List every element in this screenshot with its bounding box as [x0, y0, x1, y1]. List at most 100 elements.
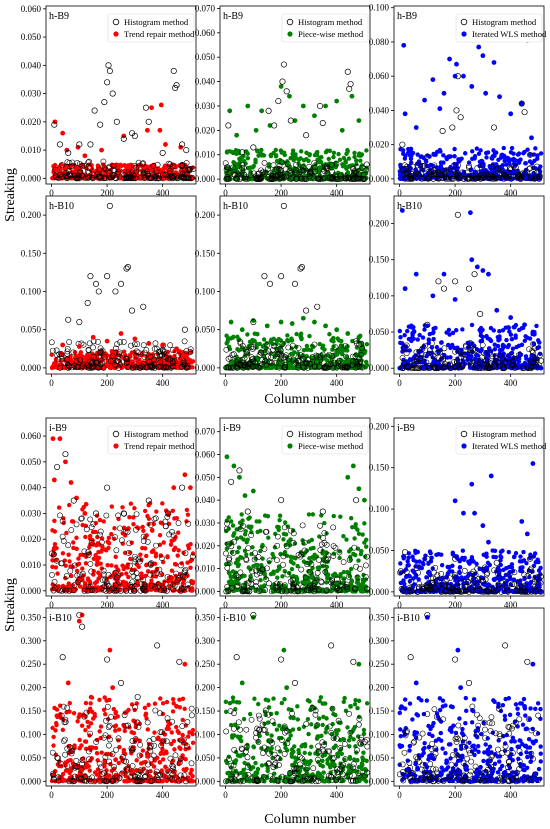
open-point — [164, 364, 171, 371]
open-point — [534, 163, 540, 170]
filled-point — [87, 544, 92, 550]
filled-point — [237, 160, 242, 166]
open-point — [166, 168, 173, 175]
open-point — [101, 354, 108, 361]
open-point — [314, 175, 321, 182]
filled-point — [254, 331, 260, 337]
filled-point — [238, 555, 243, 560]
filled-point — [239, 522, 244, 527]
open-point — [419, 162, 426, 169]
open-point — [354, 175, 361, 181]
open-point — [95, 353, 102, 360]
filled-point — [109, 504, 115, 509]
filled-point — [273, 154, 279, 159]
open-point — [76, 141, 83, 148]
filled-point — [175, 553, 180, 558]
open-point — [141, 354, 148, 360]
open-point — [518, 100, 525, 107]
filled-point — [165, 554, 170, 559]
filled-point — [67, 559, 72, 564]
open-point — [273, 172, 280, 179]
filled-point — [162, 163, 168, 169]
filled-point — [135, 582, 141, 588]
filled-point — [83, 561, 89, 566]
filled-point — [341, 533, 346, 539]
legend-label: Piece-wise method — [298, 29, 364, 39]
filled-point — [491, 328, 497, 333]
open-point — [132, 364, 139, 371]
filled-point — [484, 155, 489, 160]
filled-point — [94, 579, 99, 584]
open-point — [179, 173, 186, 180]
filled-point — [527, 159, 533, 164]
filled-point — [352, 536, 357, 541]
open-point — [53, 347, 60, 354]
filled-point — [336, 338, 342, 343]
open-point — [459, 169, 466, 176]
open-point — [112, 345, 119, 352]
open-point — [116, 349, 123, 356]
filled-point — [525, 147, 530, 152]
open-point — [489, 163, 496, 170]
open-point — [283, 88, 290, 95]
open-point — [163, 355, 170, 361]
open-point — [96, 174, 103, 180]
open-point — [104, 273, 111, 280]
open-point — [160, 364, 167, 371]
open-point — [332, 176, 339, 182]
open-point — [172, 358, 179, 365]
filled-point — [190, 365, 195, 370]
open-point — [170, 163, 176, 170]
open-point — [89, 174, 95, 181]
y-axis-label-top: Streaking — [3, 168, 18, 222]
open-point — [282, 166, 289, 173]
filled-point — [242, 548, 248, 553]
filled-point — [331, 154, 336, 160]
filled-point — [338, 514, 343, 519]
filled-point — [287, 570, 292, 576]
filled-point — [83, 523, 89, 529]
open-point — [351, 168, 358, 175]
x-tick-label: 200 — [274, 188, 288, 198]
open-point — [131, 341, 138, 348]
filled-point — [358, 153, 364, 158]
y-tick-label: 0.050 — [21, 32, 42, 42]
filled-point — [478, 333, 483, 338]
filled-point — [141, 528, 146, 533]
open-point — [279, 159, 285, 166]
open-point — [97, 121, 104, 128]
filled-point — [422, 327, 427, 332]
filled-point — [509, 145, 515, 151]
filled-point — [473, 352, 479, 358]
filled-point — [322, 347, 327, 352]
filled-point — [268, 571, 274, 577]
filled-point — [157, 532, 163, 538]
y-tick-label: 0.100 — [369, 291, 390, 301]
open-point — [120, 339, 127, 345]
open-point — [170, 363, 177, 370]
filled-point — [83, 534, 88, 540]
filled-point — [190, 581, 195, 586]
filled-point — [427, 331, 432, 337]
filled-point — [60, 551, 66, 556]
y-tick-label: 0.000 — [369, 363, 390, 373]
filled-point — [120, 355, 126, 360]
open-point — [190, 166, 197, 172]
filled-point — [301, 163, 306, 168]
y-tick-label: 0.040 — [195, 495, 216, 505]
open-point — [63, 172, 70, 179]
filled-point — [242, 532, 248, 537]
filled-point — [397, 172, 403, 177]
open-point — [167, 170, 173, 177]
open-point — [128, 342, 134, 349]
filled-point — [253, 562, 259, 568]
filled-point — [504, 162, 509, 167]
open-point — [303, 132, 310, 139]
filled-point — [262, 513, 268, 518]
filled-point — [323, 150, 329, 155]
open-point — [77, 357, 84, 363]
open-point — [323, 165, 330, 172]
filled-point — [518, 157, 523, 162]
y-tick-label: 0.010 — [195, 564, 216, 574]
